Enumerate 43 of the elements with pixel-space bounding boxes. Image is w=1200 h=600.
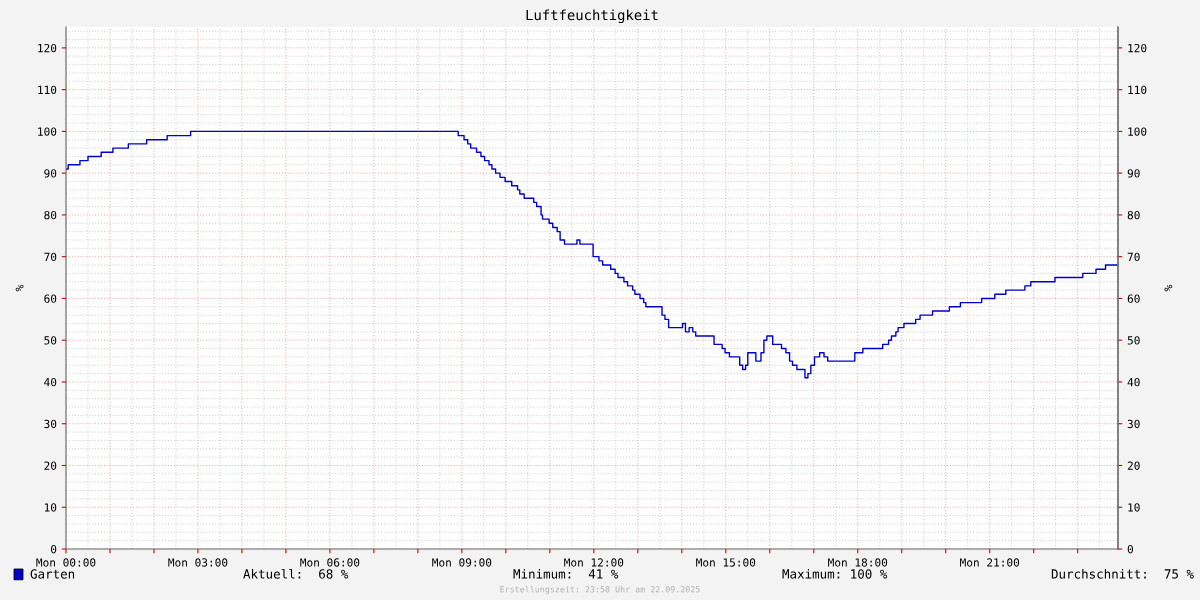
y2-tick-label: 40	[1127, 377, 1140, 387]
text: Erstellungszeit: 23:58 Uhr am 22.09.2025	[500, 585, 700, 595]
x-tick-label: Mon 06:00	[300, 558, 360, 567]
y2-tick-label: 110	[1128, 85, 1147, 95]
y2-tick-label: 0	[1127, 545, 1133, 554]
y2-tick-label: 80	[1127, 210, 1140, 220]
text: Durchschnitt: 75 %	[1051, 568, 1194, 579]
y-tick-label: 50	[44, 336, 57, 345]
y-tick-label: 10	[44, 503, 57, 512]
y2-tick-label: 60	[1127, 294, 1140, 303]
y-tick-label: 70	[44, 252, 57, 262]
y-tick-label: 90	[44, 169, 57, 178]
y2-tick-label: 100	[1128, 127, 1147, 136]
y-tick-label: 40	[44, 377, 57, 387]
x-tick-label: Mon 00:00	[36, 558, 96, 567]
legend-label: Garten	[30, 569, 75, 579]
text: Aktuell: 68 %	[243, 568, 349, 579]
y-tick-label: 20	[44, 461, 57, 470]
y2-tick-label: 50	[1127, 336, 1140, 345]
y-tick-label: 30	[44, 419, 57, 429]
y2-axis-title: %	[1164, 284, 1173, 292]
x-tick-label: Mon 15:00	[696, 558, 756, 567]
y2-tick-label: 70	[1127, 252, 1140, 262]
y-tick-label: 60	[44, 294, 57, 303]
y2-tick-label: 120	[1128, 43, 1147, 53]
y-tick-label: 120	[38, 43, 57, 53]
x-tick-label: Mon 09:00	[432, 558, 492, 567]
text: Minimum: 41 %	[513, 568, 619, 579]
y-tick-label: 80	[44, 210, 57, 220]
x-tick-label: Mon 21:00	[960, 558, 1020, 567]
y2-tick-label: 90	[1127, 169, 1140, 178]
y2-tick-label: 20	[1127, 461, 1140, 470]
x-tick-label: Mon 12:00	[564, 558, 624, 567]
x-tick-label: Mon 03:00	[168, 558, 228, 567]
x-tick-label: Mon 18:00	[828, 558, 888, 567]
y2-tick-label: 10	[1128, 503, 1140, 512]
y-tick-label: 110	[38, 85, 57, 95]
y-tick-label: 0	[51, 545, 57, 554]
chart-title: Luftfeuchtigkeit	[526, 9, 658, 24]
y-axis-title: %	[15, 284, 24, 292]
text: Maximum: 100 %	[782, 568, 888, 579]
y-tick-label: 100	[38, 127, 57, 136]
y2-tick-label: 30	[1127, 419, 1140, 429]
